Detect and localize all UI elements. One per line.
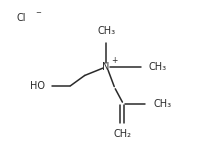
Text: −: − — [35, 10, 41, 16]
Text: Cl: Cl — [16, 13, 26, 23]
Text: CH₂: CH₂ — [113, 129, 131, 139]
Text: +: + — [111, 57, 118, 65]
Text: HO: HO — [30, 81, 45, 91]
Text: CH₃: CH₃ — [97, 26, 115, 36]
Text: CH₃: CH₃ — [149, 62, 167, 72]
Text: N: N — [102, 62, 110, 72]
Text: CH₃: CH₃ — [153, 99, 171, 109]
